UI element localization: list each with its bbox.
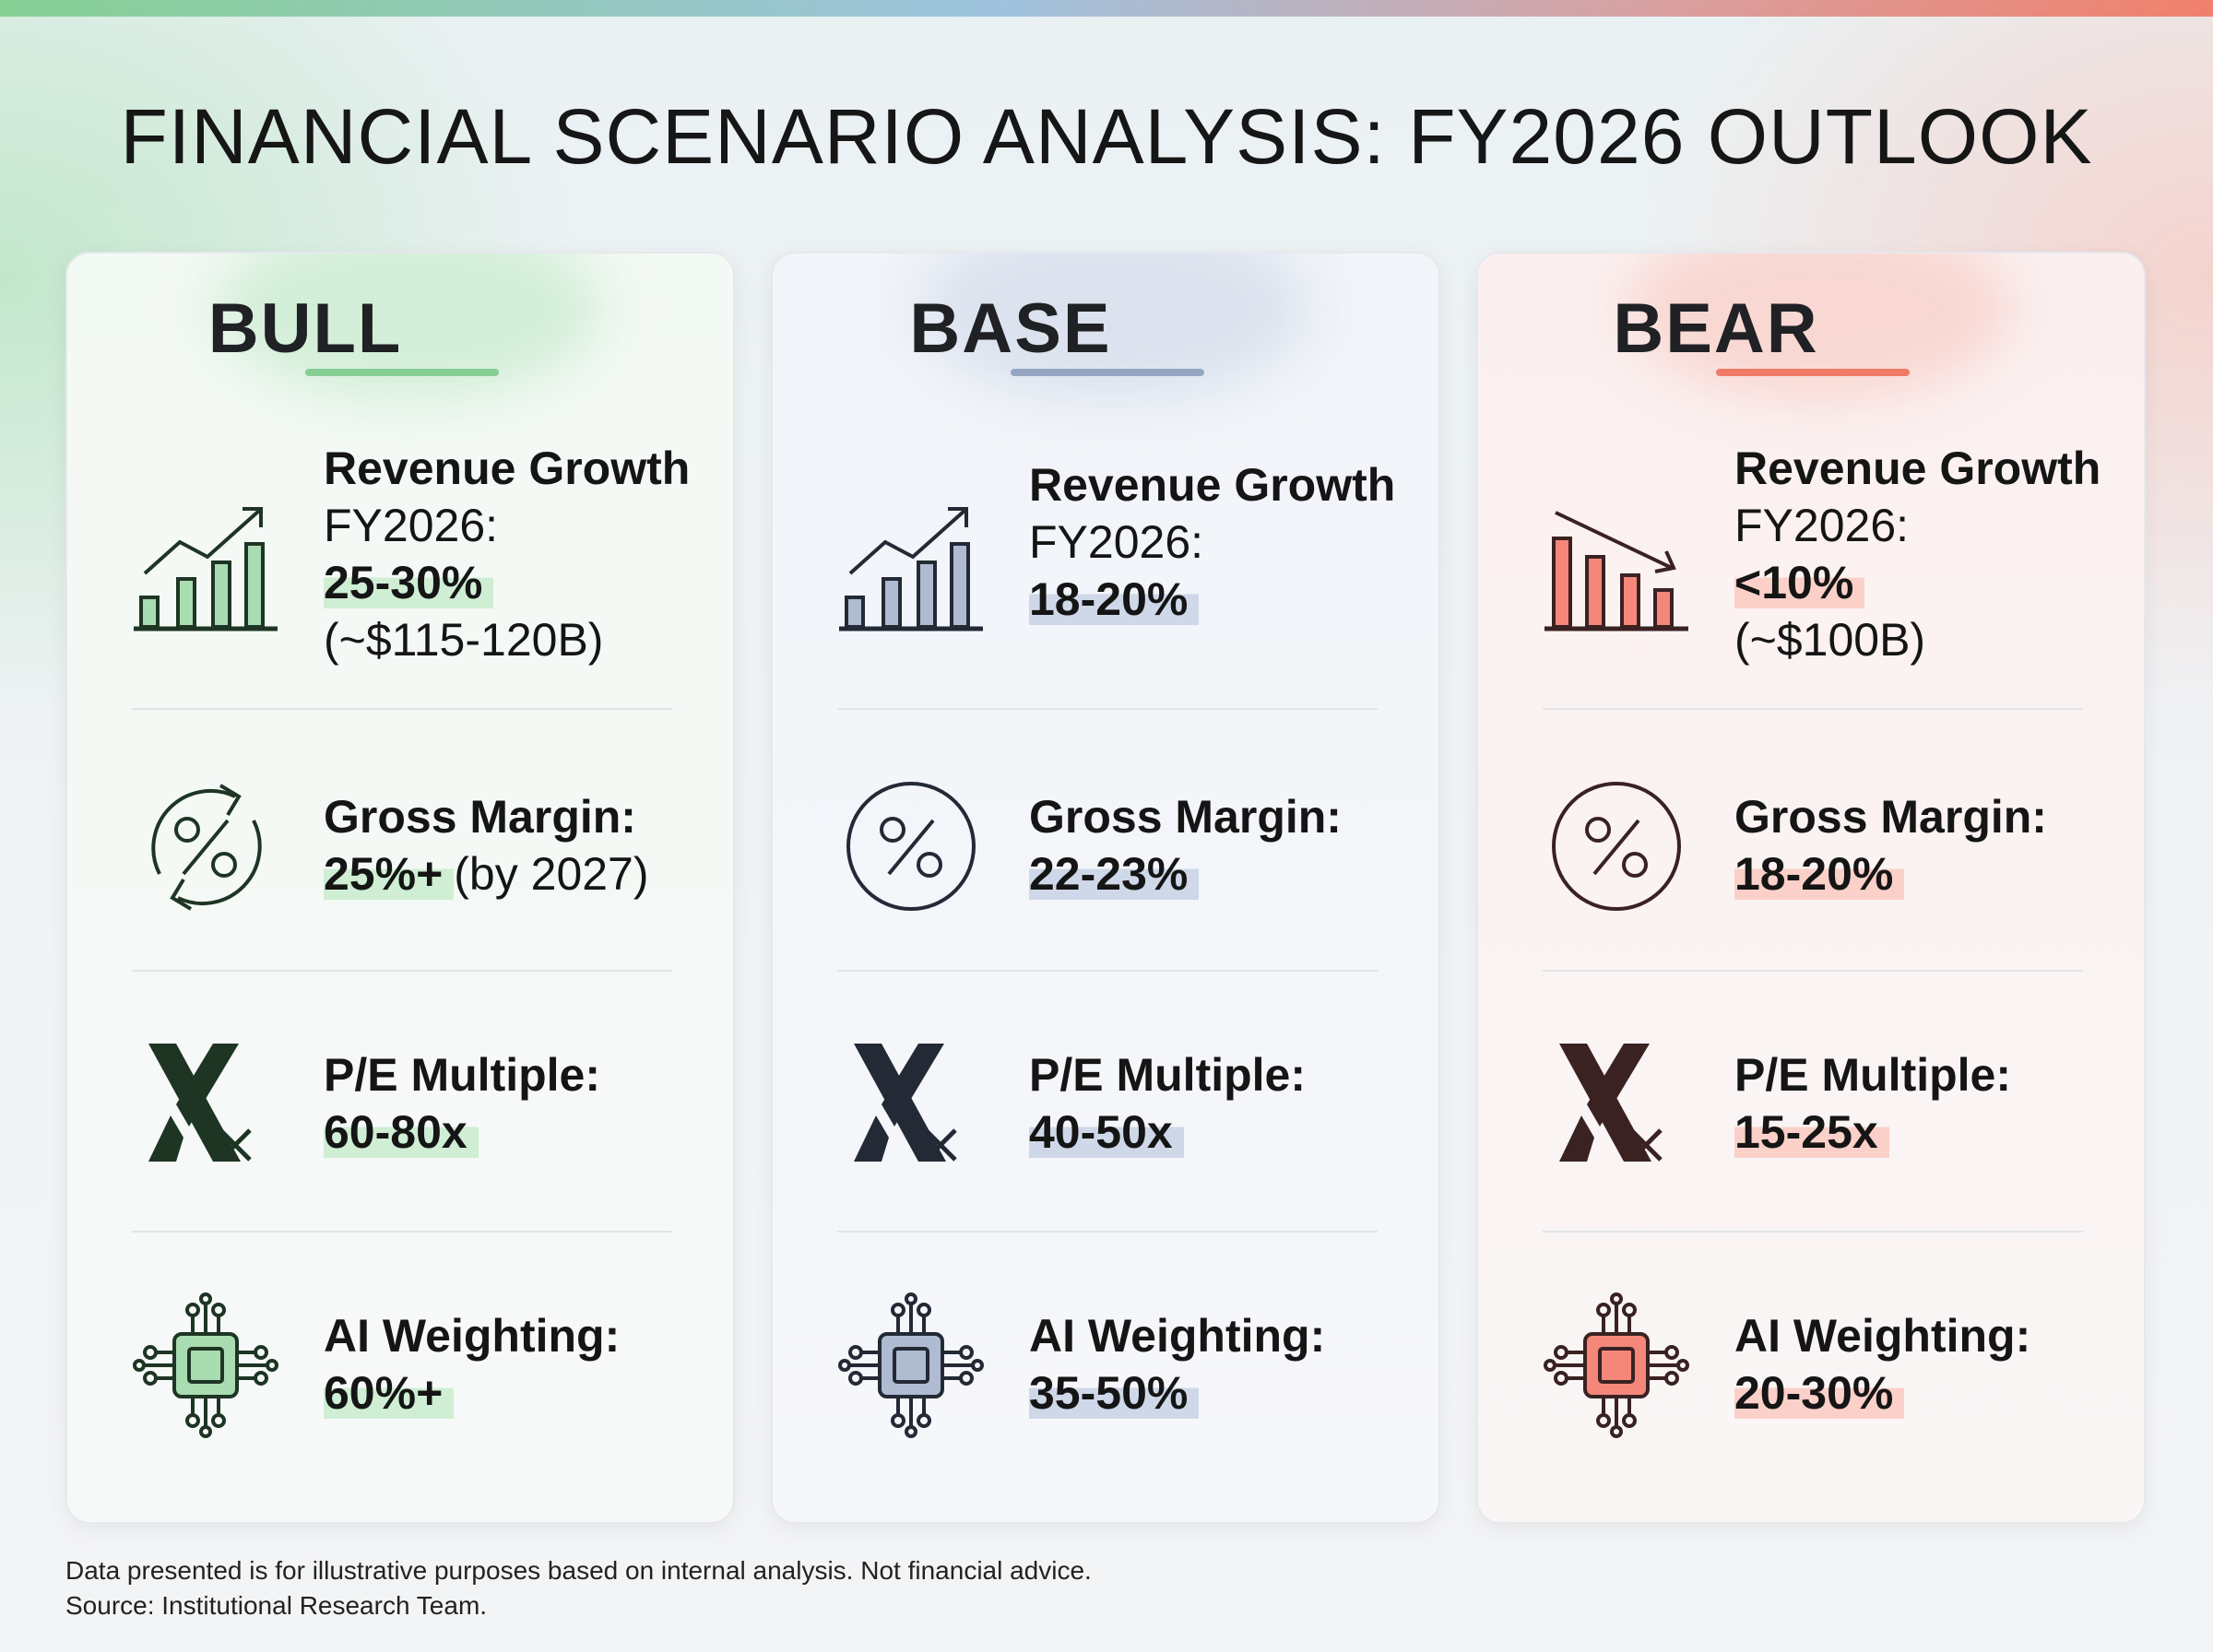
revenue-value: 25-30% xyxy=(324,557,494,608)
revenue-label: Revenue Growth xyxy=(1734,442,2101,494)
revenue-period: FY2026: xyxy=(1029,516,1204,568)
revenue-label: Revenue Growth xyxy=(1029,459,1396,511)
revenue-label: Revenue Growth xyxy=(324,442,691,494)
margin-text: Gross Margin: 22-23% xyxy=(1029,788,1342,903)
falling-bar-chart-icon xyxy=(1544,511,1688,631)
disclaimer-text: Data presented is for illustrative purpo… xyxy=(65,1556,1092,1585)
divider xyxy=(837,708,1378,710)
revenue-period: FY2026: xyxy=(1734,500,1910,551)
card-title: BULL xyxy=(207,289,403,368)
revenue-text: Revenue Growth FY2026: 18-20% xyxy=(1029,456,1395,628)
top-accent-bar xyxy=(0,0,2213,17)
ai-chip-icon xyxy=(1544,1292,1689,1438)
margin-value: 22-23% xyxy=(1029,848,1200,900)
pe-text: P/E Multiple: 60-80x xyxy=(324,1046,600,1161)
pe-value: 15-25x xyxy=(1734,1106,1889,1158)
revenue-text: Revenue Growth FY2026: 25-30% (~$115-120… xyxy=(324,440,690,668)
multiplier-x-icon xyxy=(854,1044,957,1162)
pe-label: P/E Multiple: xyxy=(1734,1049,2011,1101)
revenue-text: Revenue Growth FY2026: <10% (~$100B) xyxy=(1734,440,2101,668)
rising-bar-chart-icon xyxy=(134,507,278,631)
revenue-detail: (~$100B) xyxy=(1734,614,1926,666)
pe-label: P/E Multiple: xyxy=(1029,1049,1306,1101)
divider xyxy=(132,970,672,972)
percent-cycle-icon xyxy=(151,784,262,911)
percent-circle-icon xyxy=(1552,782,1681,911)
ai-value: 20-30% xyxy=(1734,1367,1905,1419)
divider xyxy=(132,1231,672,1233)
scenario-card-bear: BEAR Revenue Growth FY2026: <10% (~$100B… xyxy=(1476,252,2146,1524)
multiplier-x-icon xyxy=(148,1044,252,1162)
multiplier-x-icon xyxy=(1559,1044,1663,1162)
margin-label: Gross Margin: xyxy=(1734,791,2047,843)
revenue-value: <10% xyxy=(1734,557,1865,608)
divider xyxy=(1543,708,2083,710)
divider xyxy=(132,708,672,710)
margin-detail: (by 2027) xyxy=(454,848,649,900)
pe-text: P/E Multiple: 40-50x xyxy=(1029,1046,1306,1161)
revenue-period: FY2026: xyxy=(324,500,499,551)
margin-text: Gross Margin: 25%+ (by 2027) xyxy=(324,788,649,903)
ai-text: AI Weighting: 35-50% xyxy=(1029,1307,1325,1422)
scenario-card-base: BASE Revenue Growth FY2026: 18-20% Gross… xyxy=(771,252,1440,1524)
scenario-card-bull: BULL Revenue Growth FY2026: 25-30% (~$11… xyxy=(65,252,735,1524)
source-text: Source: Institutional Research Team. xyxy=(65,1591,488,1620)
metric-revenue-growth xyxy=(67,438,733,687)
margin-text: Gross Margin: 18-20% xyxy=(1734,788,2047,903)
ai-text: AI Weighting: 60%+ xyxy=(324,1307,620,1422)
divider xyxy=(837,1231,1378,1233)
card-title: BEAR xyxy=(1613,289,1819,368)
ai-value: 60%+ xyxy=(324,1367,455,1419)
divider xyxy=(1543,1231,2083,1233)
percent-circle-icon xyxy=(846,782,976,911)
ai-value: 35-50% xyxy=(1029,1367,1200,1419)
ai-chip-icon xyxy=(838,1292,984,1438)
ai-label: AI Weighting: xyxy=(1029,1310,1326,1362)
card-title: BASE xyxy=(909,289,1112,368)
card-title-underline xyxy=(1011,369,1204,376)
card-title-underline xyxy=(305,369,499,376)
rising-bar-chart-icon xyxy=(839,507,983,631)
revenue-value: 18-20% xyxy=(1029,573,1200,625)
margin-label: Gross Margin: xyxy=(324,791,636,843)
card-title-underline xyxy=(1716,369,1910,376)
footer-disclaimer: Data presented is for illustrative purpo… xyxy=(65,1553,1092,1623)
pe-label: P/E Multiple: xyxy=(324,1049,600,1101)
divider xyxy=(1543,970,2083,972)
margin-label: Gross Margin: xyxy=(1029,791,1342,843)
pe-value: 60-80x xyxy=(324,1106,479,1158)
ai-label: AI Weighting: xyxy=(324,1310,621,1362)
divider xyxy=(837,970,1378,972)
revenue-detail: (~$115-120B) xyxy=(324,614,604,666)
pe-text: P/E Multiple: 15-25x xyxy=(1734,1046,2011,1161)
ai-label: AI Weighting: xyxy=(1734,1310,2031,1362)
margin-value: 25%+ xyxy=(324,848,455,900)
ai-chip-icon xyxy=(133,1292,278,1438)
ai-text: AI Weighting: 20-30% xyxy=(1734,1307,2030,1422)
pe-value: 40-50x xyxy=(1029,1106,1184,1158)
margin-value: 18-20% xyxy=(1734,848,1905,900)
page-title: FINANCIAL SCENARIO ANALYSIS: FY2026 OUTL… xyxy=(120,93,2093,180)
